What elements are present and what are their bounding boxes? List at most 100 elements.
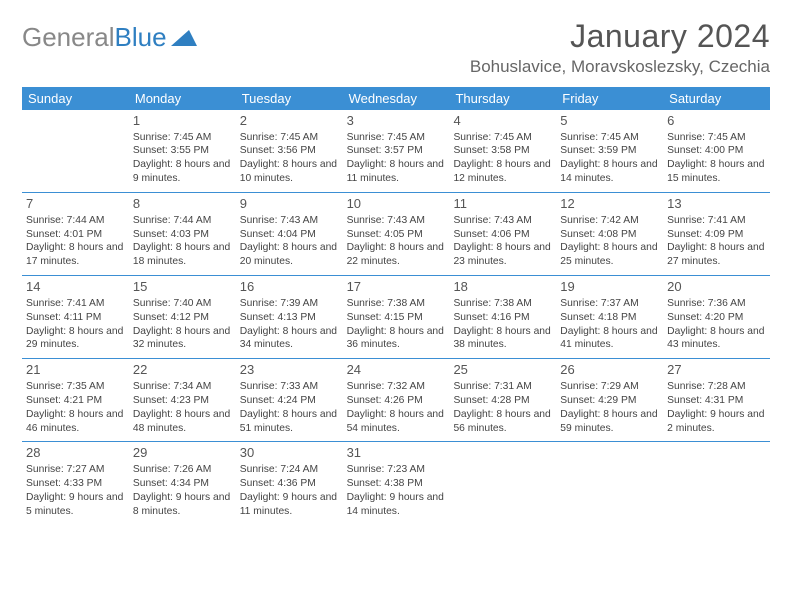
day-cell xyxy=(556,442,663,524)
sunrise-line: Sunrise: 7:45 AM xyxy=(240,131,339,145)
sunset-line: Sunset: 4:00 PM xyxy=(667,144,766,158)
day-header-sunday: Sunday xyxy=(22,87,129,110)
daylight-line: Daylight: 8 hours and 59 minutes. xyxy=(560,408,659,436)
day-number: 8 xyxy=(133,195,232,213)
day-number: 3 xyxy=(347,112,446,130)
day-number: 10 xyxy=(347,195,446,213)
day-number: 22 xyxy=(133,361,232,379)
daylight-line: Daylight: 8 hours and 22 minutes. xyxy=(347,241,446,269)
sunrise-line: Sunrise: 7:27 AM xyxy=(26,463,125,477)
week-row: 1Sunrise: 7:45 AMSunset: 3:55 PMDaylight… xyxy=(22,110,770,192)
day-cell: 8Sunrise: 7:44 AMSunset: 4:03 PMDaylight… xyxy=(129,193,236,275)
day-number: 21 xyxy=(26,361,125,379)
sunrise-line: Sunrise: 7:32 AM xyxy=(347,380,446,394)
day-cell: 22Sunrise: 7:34 AMSunset: 4:23 PMDayligh… xyxy=(129,359,236,441)
daylight-line: Daylight: 8 hours and 56 minutes. xyxy=(453,408,552,436)
sunset-line: Sunset: 3:59 PM xyxy=(560,144,659,158)
daylight-line: Daylight: 9 hours and 14 minutes. xyxy=(347,491,446,519)
day-number: 27 xyxy=(667,361,766,379)
day-cell: 2Sunrise: 7:45 AMSunset: 3:56 PMDaylight… xyxy=(236,110,343,192)
header: GeneralBlue January 2024 Bohuslavice, Mo… xyxy=(22,18,770,77)
sunset-line: Sunset: 4:29 PM xyxy=(560,394,659,408)
daylight-line: Daylight: 8 hours and 54 minutes. xyxy=(347,408,446,436)
daylight-line: Daylight: 8 hours and 17 minutes. xyxy=(26,241,125,269)
daylight-line: Daylight: 8 hours and 10 minutes. xyxy=(240,158,339,186)
week-row: 7Sunrise: 7:44 AMSunset: 4:01 PMDaylight… xyxy=(22,192,770,275)
sunrise-line: Sunrise: 7:24 AM xyxy=(240,463,339,477)
sunrise-line: Sunrise: 7:36 AM xyxy=(667,297,766,311)
sunset-line: Sunset: 4:04 PM xyxy=(240,228,339,242)
day-cell: 31Sunrise: 7:23 AMSunset: 4:38 PMDayligh… xyxy=(343,442,450,524)
daylight-line: Daylight: 8 hours and 32 minutes. xyxy=(133,325,232,353)
daylight-line: Daylight: 8 hours and 48 minutes. xyxy=(133,408,232,436)
sunset-line: Sunset: 4:26 PM xyxy=(347,394,446,408)
sunset-line: Sunset: 4:20 PM xyxy=(667,311,766,325)
sunrise-line: Sunrise: 7:28 AM xyxy=(667,380,766,394)
day-number: 26 xyxy=(560,361,659,379)
day-cell: 27Sunrise: 7:28 AMSunset: 4:31 PMDayligh… xyxy=(663,359,770,441)
day-cell: 25Sunrise: 7:31 AMSunset: 4:28 PMDayligh… xyxy=(449,359,556,441)
day-header-thursday: Thursday xyxy=(449,87,556,110)
daylight-line: Daylight: 8 hours and 41 minutes. xyxy=(560,325,659,353)
day-cell: 18Sunrise: 7:38 AMSunset: 4:16 PMDayligh… xyxy=(449,276,556,358)
sunset-line: Sunset: 4:08 PM xyxy=(560,228,659,242)
daylight-line: Daylight: 9 hours and 8 minutes. xyxy=(133,491,232,519)
sunrise-line: Sunrise: 7:23 AM xyxy=(347,463,446,477)
title-block: January 2024 Bohuslavice, Moravskoslezsk… xyxy=(470,18,770,77)
sunrise-line: Sunrise: 7:45 AM xyxy=(347,131,446,145)
sunset-line: Sunset: 4:05 PM xyxy=(347,228,446,242)
daylight-line: Daylight: 8 hours and 25 minutes. xyxy=(560,241,659,269)
sunset-line: Sunset: 3:58 PM xyxy=(453,144,552,158)
day-number: 23 xyxy=(240,361,339,379)
day-header-friday: Friday xyxy=(556,87,663,110)
daylight-line: Daylight: 8 hours and 36 minutes. xyxy=(347,325,446,353)
sunset-line: Sunset: 3:56 PM xyxy=(240,144,339,158)
sunset-line: Sunset: 4:06 PM xyxy=(453,228,552,242)
sunset-line: Sunset: 4:24 PM xyxy=(240,394,339,408)
day-cell: 19Sunrise: 7:37 AMSunset: 4:18 PMDayligh… xyxy=(556,276,663,358)
day-cell xyxy=(22,110,129,192)
week-row: 14Sunrise: 7:41 AMSunset: 4:11 PMDayligh… xyxy=(22,275,770,358)
sunset-line: Sunset: 4:11 PM xyxy=(26,311,125,325)
daylight-line: Daylight: 8 hours and 34 minutes. xyxy=(240,325,339,353)
sunrise-line: Sunrise: 7:44 AM xyxy=(133,214,232,228)
sunset-line: Sunset: 4:36 PM xyxy=(240,477,339,491)
daylight-line: Daylight: 8 hours and 23 minutes. xyxy=(453,241,552,269)
daylight-line: Daylight: 8 hours and 11 minutes. xyxy=(347,158,446,186)
daylight-line: Daylight: 8 hours and 15 minutes. xyxy=(667,158,766,186)
sunset-line: Sunset: 4:28 PM xyxy=(453,394,552,408)
day-number: 15 xyxy=(133,278,232,296)
sunrise-line: Sunrise: 7:38 AM xyxy=(453,297,552,311)
sunrise-line: Sunrise: 7:35 AM xyxy=(26,380,125,394)
sunset-line: Sunset: 4:15 PM xyxy=(347,311,446,325)
daylight-line: Daylight: 8 hours and 43 minutes. xyxy=(667,325,766,353)
calendar: Sunday Monday Tuesday Wednesday Thursday… xyxy=(22,87,770,525)
day-header-row: Sunday Monday Tuesday Wednesday Thursday… xyxy=(22,87,770,110)
day-number: 2 xyxy=(240,112,339,130)
daylight-line: Daylight: 8 hours and 14 minutes. xyxy=(560,158,659,186)
day-number: 31 xyxy=(347,444,446,462)
day-cell: 3Sunrise: 7:45 AMSunset: 3:57 PMDaylight… xyxy=(343,110,450,192)
day-number: 12 xyxy=(560,195,659,213)
sunrise-line: Sunrise: 7:37 AM xyxy=(560,297,659,311)
day-number: 16 xyxy=(240,278,339,296)
daylight-line: Daylight: 8 hours and 18 minutes. xyxy=(133,241,232,269)
sunset-line: Sunset: 4:09 PM xyxy=(667,228,766,242)
sunrise-line: Sunrise: 7:41 AM xyxy=(26,297,125,311)
day-header-saturday: Saturday xyxy=(663,87,770,110)
day-cell: 13Sunrise: 7:41 AMSunset: 4:09 PMDayligh… xyxy=(663,193,770,275)
sunset-line: Sunset: 4:12 PM xyxy=(133,311,232,325)
sunrise-line: Sunrise: 7:45 AM xyxy=(560,131,659,145)
sunset-line: Sunset: 4:33 PM xyxy=(26,477,125,491)
sunrise-line: Sunrise: 7:43 AM xyxy=(453,214,552,228)
day-cell: 15Sunrise: 7:40 AMSunset: 4:12 PMDayligh… xyxy=(129,276,236,358)
sunrise-line: Sunrise: 7:43 AM xyxy=(347,214,446,228)
day-number: 24 xyxy=(347,361,446,379)
daylight-line: Daylight: 9 hours and 5 minutes. xyxy=(26,491,125,519)
day-number: 13 xyxy=(667,195,766,213)
logo: GeneralBlue xyxy=(22,22,197,53)
day-cell: 11Sunrise: 7:43 AMSunset: 4:06 PMDayligh… xyxy=(449,193,556,275)
sunrise-line: Sunrise: 7:38 AM xyxy=(347,297,446,311)
day-cell: 14Sunrise: 7:41 AMSunset: 4:11 PMDayligh… xyxy=(22,276,129,358)
day-cell: 26Sunrise: 7:29 AMSunset: 4:29 PMDayligh… xyxy=(556,359,663,441)
